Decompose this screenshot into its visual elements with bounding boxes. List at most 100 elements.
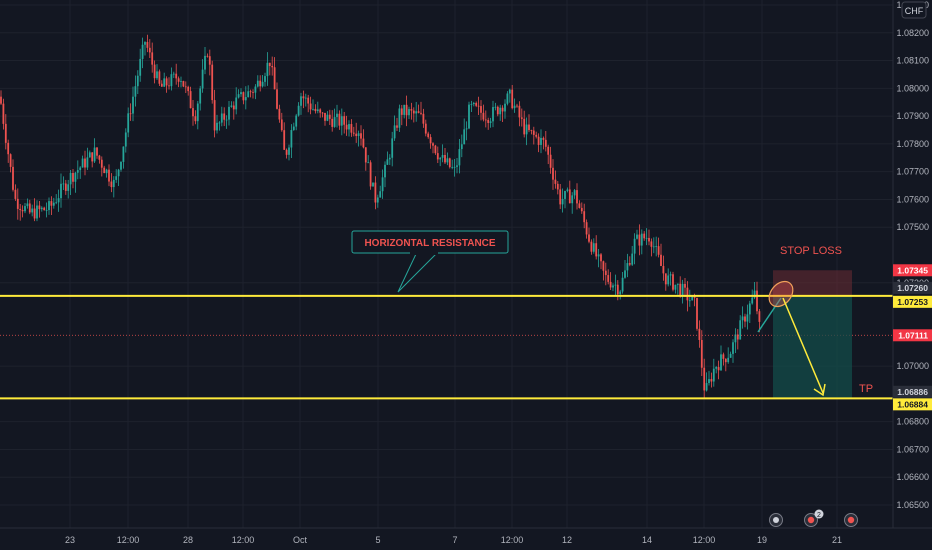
candle-bull [734, 328, 737, 353]
candle-bull [667, 268, 670, 287]
candle-bull [122, 146, 125, 169]
trade-projection[interactable] [757, 277, 826, 397]
candle-bull [40, 206, 43, 212]
candle-bull [216, 114, 218, 134]
candle-bear [7, 139, 10, 163]
candle-bull [751, 289, 754, 305]
candle-bull [708, 370, 710, 386]
candle-bull [494, 102, 497, 111]
candle-bull [112, 176, 115, 198]
event-icon[interactable]: 2 [804, 509, 824, 527]
candle-bear [552, 159, 554, 190]
candle-bull [384, 161, 386, 188]
event-icons[interactable]: 2 [769, 509, 858, 527]
candle-bear [33, 198, 36, 222]
candle-bear [710, 372, 713, 388]
candle-bear [556, 181, 559, 195]
candle-bull [571, 192, 574, 214]
currency-button[interactable]: CHF [901, 1, 927, 19]
candle-bull [357, 130, 360, 147]
candle-bull [141, 37, 144, 69]
candle-bull [199, 85, 202, 111]
candle-bear [602, 260, 605, 281]
candle-bear [14, 184, 17, 201]
candle-bull [69, 170, 72, 195]
candle-bull [504, 99, 506, 119]
candle-bear [487, 117, 490, 130]
candle-bear [744, 313, 746, 328]
take-profit-zone[interactable] [773, 295, 852, 399]
candle-bull [415, 101, 418, 122]
candle-bull [60, 173, 62, 208]
candle-bear [242, 91, 245, 105]
candle-bear [285, 148, 288, 159]
candle-bear [662, 255, 665, 281]
candle-bull [564, 190, 566, 209]
candle-bear [324, 112, 326, 126]
candle-bear [424, 119, 427, 137]
candle-bull [391, 131, 394, 167]
candle-bull [624, 259, 626, 279]
candle-bull [688, 289, 691, 307]
candle-bull [655, 236, 658, 257]
candle-bear [110, 173, 113, 193]
candle-bull [31, 204, 34, 217]
candle-bull [225, 115, 228, 129]
time-tick-label: 12:00 [693, 535, 716, 545]
candle-bear [302, 90, 305, 109]
time-tick-label: Oct [293, 535, 308, 545]
price-tick-label: 1.07500 [896, 222, 929, 232]
price-badge: 1.07253 [893, 295, 932, 308]
candle-bear [158, 69, 161, 86]
candle-bear [518, 101, 521, 127]
candle-bull [592, 238, 595, 254]
candle-bear [189, 86, 192, 109]
price-axis[interactable]: 1.083001.082001.081001.080001.079001.078… [892, 0, 932, 528]
candle-bear [484, 110, 487, 128]
candle-bear [364, 147, 367, 171]
candle-bear [360, 125, 362, 146]
stop-loss-label: STOP LOSS [780, 245, 842, 257]
candle-bull [465, 121, 468, 141]
candle-bull [105, 168, 108, 178]
candle-bull [297, 102, 300, 117]
resistance-callout[interactable]: HORIZONTAL RESISTANCE [351, 230, 509, 293]
event-icon[interactable] [844, 513, 858, 527]
candle-bull [86, 147, 89, 171]
candle-bear [0, 90, 2, 105]
candle-bear [532, 126, 535, 145]
candle-bull [398, 104, 401, 133]
time-axis[interactable]: 23 12:00 28 12:00 Oct 5 7 12:00 12 14 12:00 19 21 [0, 527, 932, 550]
candle-bull [333, 108, 336, 128]
candle-bear [480, 100, 482, 121]
candle-bull [379, 185, 382, 198]
candle-bull [720, 345, 722, 372]
candle-bear [516, 103, 518, 108]
svg-text:1.07111: 1.07111 [898, 330, 928, 340]
candle-bear [535, 131, 538, 139]
candle-bear [448, 157, 451, 169]
candle-bull [715, 366, 718, 374]
candle-bull [316, 101, 319, 114]
stop-loss-zone[interactable] [773, 270, 852, 296]
candle-bull [705, 372, 708, 392]
candle-bull [201, 59, 204, 93]
candle-bear [259, 75, 262, 92]
candle-bull [645, 228, 648, 246]
candle-bull [24, 202, 26, 214]
candle-bull [230, 101, 233, 108]
price-badge: 1.07111 [893, 329, 932, 342]
candle-bear [362, 129, 365, 149]
candle-bull [393, 115, 396, 141]
candle-bull [446, 152, 449, 166]
candle-bull [573, 189, 576, 199]
candle-bull [513, 98, 516, 113]
event-icon[interactable] [769, 513, 783, 527]
candle-bull [88, 150, 91, 158]
candle-bear [698, 320, 701, 348]
candle-bull [79, 166, 82, 179]
candle-bear [600, 253, 602, 270]
candle-bear [604, 262, 607, 286]
candle-bear [206, 53, 209, 58]
